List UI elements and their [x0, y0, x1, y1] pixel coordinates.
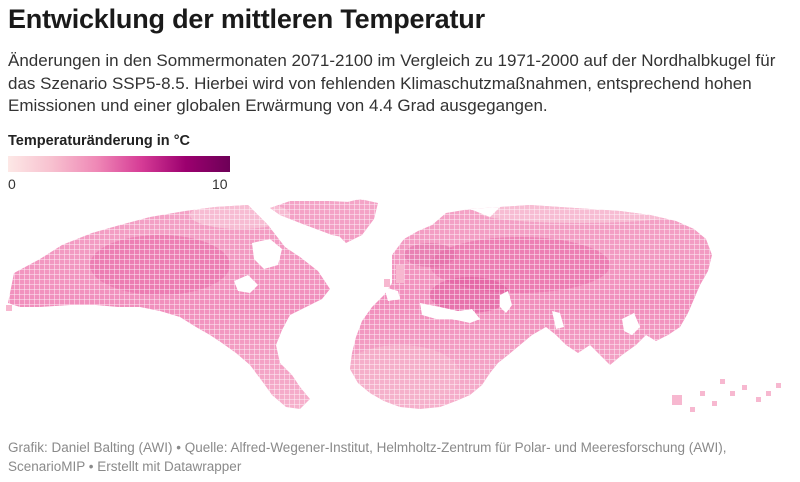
legend-color-bar	[8, 156, 230, 172]
chart-title: Entwicklung der mittleren Temperatur	[8, 4, 485, 34]
legend-max-label: 10	[212, 176, 228, 192]
water-bodies	[234, 207, 640, 335]
legend-title: Temperaturänderung in °C	[8, 133, 190, 149]
source-credit: Grafik: Daniel Balting (AWI) • Quelle: A…	[8, 440, 727, 474]
land-cells	[8, 199, 712, 409]
legend-min-label: 0	[8, 176, 16, 192]
chart-subtitle: Änderungen in den Sommermonaten 2071-210…	[8, 51, 776, 115]
island-cells	[6, 265, 781, 412]
northern-hemisphere-temperature-map	[6, 199, 781, 412]
